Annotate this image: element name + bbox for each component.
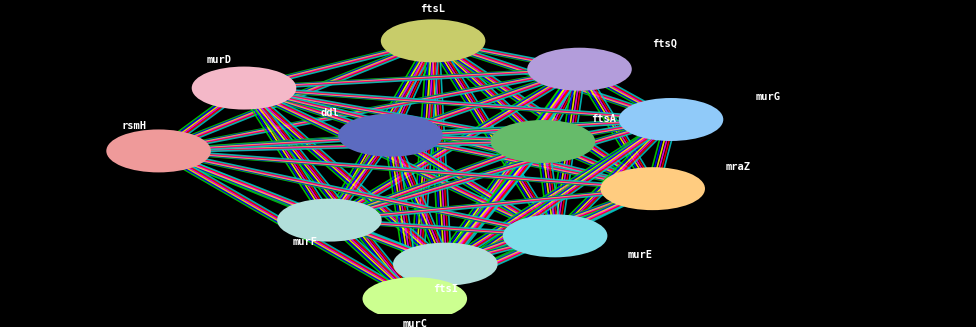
- Text: ftsA: ftsA: [591, 114, 617, 125]
- Ellipse shape: [193, 68, 296, 109]
- Ellipse shape: [363, 278, 467, 319]
- Text: ftsI: ftsI: [432, 284, 458, 294]
- Text: murC: murC: [402, 319, 427, 327]
- Text: murG: murG: [756, 93, 781, 102]
- Ellipse shape: [394, 244, 497, 284]
- Text: murD: murD: [207, 55, 232, 65]
- Text: ddl: ddl: [320, 108, 339, 118]
- Ellipse shape: [620, 99, 722, 140]
- Text: ftsQ: ftsQ: [652, 39, 677, 49]
- Ellipse shape: [382, 21, 484, 61]
- Ellipse shape: [528, 49, 630, 90]
- Ellipse shape: [340, 115, 441, 156]
- Text: rsmH: rsmH: [122, 121, 146, 131]
- Ellipse shape: [492, 121, 594, 162]
- Text: murF: murF: [293, 237, 317, 247]
- Text: ftsL: ftsL: [421, 5, 446, 14]
- Ellipse shape: [504, 215, 606, 256]
- Text: mraZ: mraZ: [725, 162, 751, 172]
- Ellipse shape: [601, 168, 704, 209]
- Ellipse shape: [278, 200, 381, 241]
- Ellipse shape: [107, 130, 210, 171]
- Text: murE: murE: [628, 250, 653, 260]
